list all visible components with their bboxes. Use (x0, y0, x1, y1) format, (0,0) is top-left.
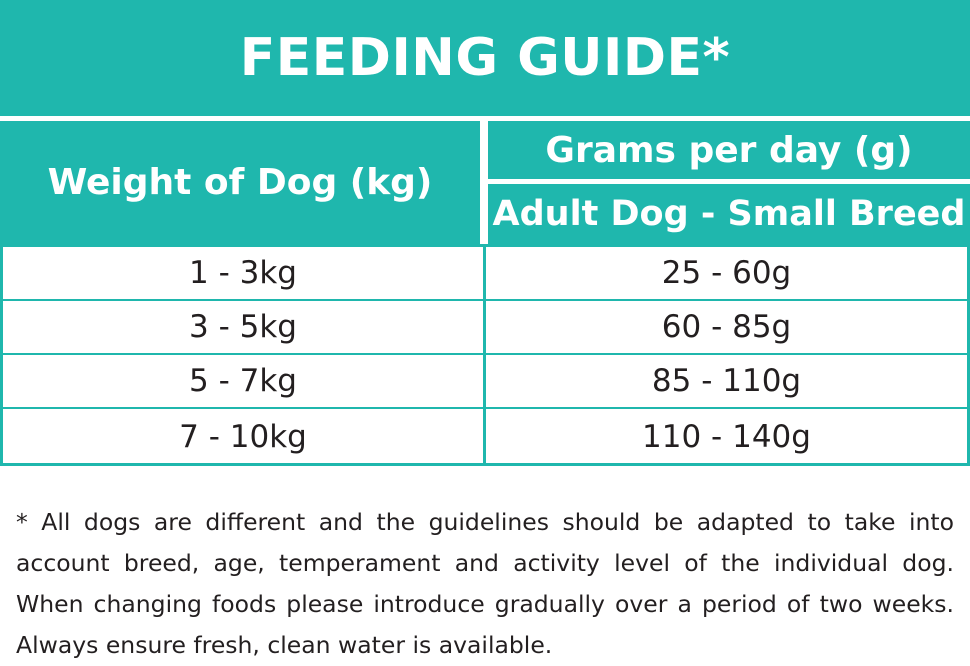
footnote-line: When changing foods please introduce gra… (16, 590, 954, 618)
grams-column-header: Grams per day (g) (488, 121, 970, 179)
table-row: 5 - 7kg 85 - 110g (3, 355, 967, 409)
footnote: * All dogs are different and the guideli… (16, 502, 954, 666)
weight-cell: 5 - 7kg (3, 355, 486, 407)
grams-cell: 25 - 60g (661, 255, 792, 291)
table-row: 1 - 3kg 25 - 60g (3, 247, 967, 301)
grams-cell: 85 - 110g (651, 363, 802, 399)
grams-cell: 60 - 85g (661, 309, 792, 345)
weight-cell: 1 - 3kg (3, 247, 486, 299)
footnote-line: * All dogs are different and the guideli… (16, 508, 954, 536)
adult-small-breed-subheader: Adult Dog - Small Breed (488, 184, 970, 244)
feeding-table: Weight of Dog (kg) Grams per day (g) Adu… (0, 116, 970, 466)
footnote-line: account breed, age, temperament and acti… (16, 549, 954, 577)
table-body: 1 - 3kg 25 - 60g 3 - 5kg 60 - 85g 5 - 7k… (0, 244, 970, 466)
footnote-line: Always ensure fresh, clean water is avai… (16, 631, 553, 659)
weight-cell: 7 - 10kg (3, 409, 486, 465)
weight-cell: 3 - 5kg (3, 301, 486, 353)
weight-column-header: Weight of Dog (kg) (0, 121, 480, 244)
table-row: 3 - 5kg 60 - 85g (3, 301, 967, 355)
page-title: FEEDING GUIDE* (0, 0, 970, 116)
grams-cell: 110 - 140g (642, 419, 811, 455)
table-row: 7 - 10kg 110 - 140g (3, 409, 967, 465)
